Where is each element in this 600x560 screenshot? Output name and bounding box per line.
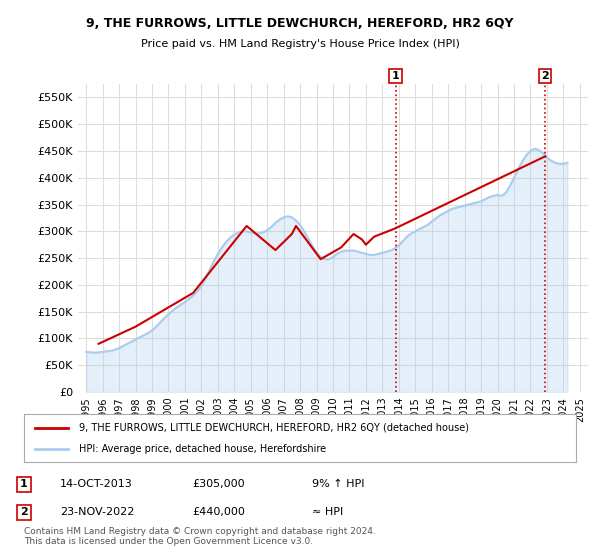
Text: 2: 2 xyxy=(541,71,549,81)
Text: Price paid vs. HM Land Registry's House Price Index (HPI): Price paid vs. HM Land Registry's House … xyxy=(140,39,460,49)
Text: 1: 1 xyxy=(20,479,28,489)
Text: £305,000: £305,000 xyxy=(192,479,245,489)
Text: 1: 1 xyxy=(392,71,400,81)
Text: 9% ↑ HPI: 9% ↑ HPI xyxy=(312,479,365,489)
Text: 14-OCT-2013: 14-OCT-2013 xyxy=(60,479,133,489)
Text: 9, THE FURROWS, LITTLE DEWCHURCH, HEREFORD, HR2 6QY (detached house): 9, THE FURROWS, LITTLE DEWCHURCH, HEREFO… xyxy=(79,423,469,433)
Text: HPI: Average price, detached house, Herefordshire: HPI: Average price, detached house, Here… xyxy=(79,444,326,454)
Text: Contains HM Land Registry data © Crown copyright and database right 2024.
This d: Contains HM Land Registry data © Crown c… xyxy=(24,526,376,546)
Text: 2: 2 xyxy=(20,507,28,517)
Text: £440,000: £440,000 xyxy=(192,507,245,517)
Text: ≈ HPI: ≈ HPI xyxy=(312,507,343,517)
Text: 9, THE FURROWS, LITTLE DEWCHURCH, HEREFORD, HR2 6QY: 9, THE FURROWS, LITTLE DEWCHURCH, HEREFO… xyxy=(86,17,514,30)
Text: 23-NOV-2022: 23-NOV-2022 xyxy=(60,507,134,517)
